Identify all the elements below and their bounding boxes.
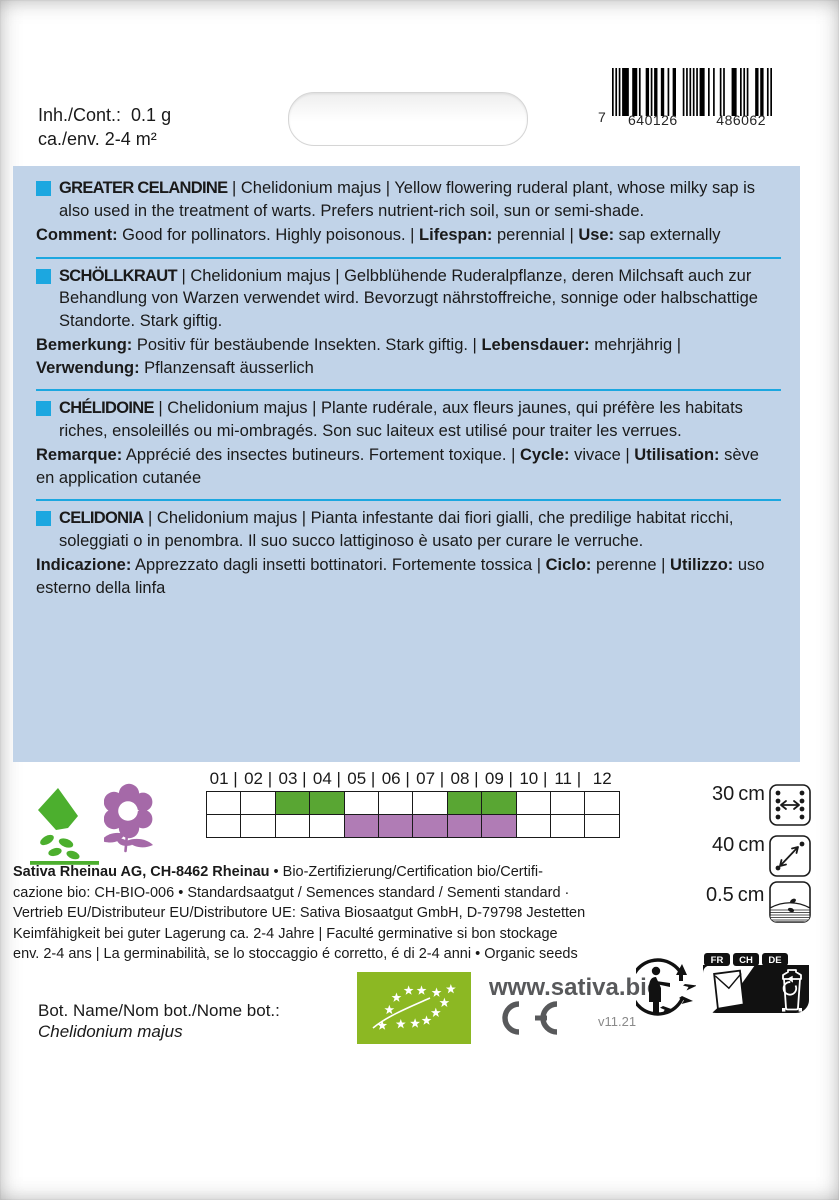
svg-text:CH: CH <box>739 955 753 966</box>
svg-text:DE: DE <box>768 955 781 966</box>
svg-text:FR: FR <box>711 955 724 966</box>
